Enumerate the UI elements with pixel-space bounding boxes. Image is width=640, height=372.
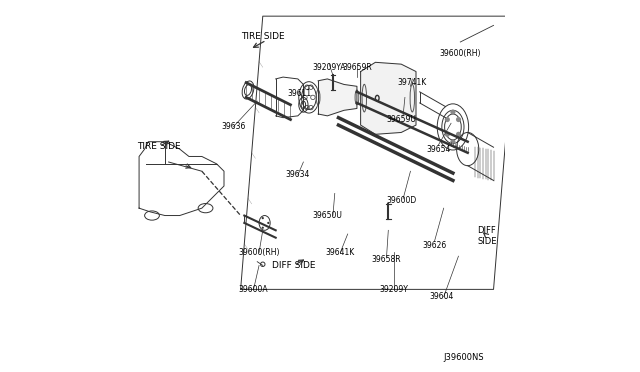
Text: 39650U: 39650U xyxy=(312,211,342,220)
Text: 39600D: 39600D xyxy=(386,196,417,205)
Text: 39600A: 39600A xyxy=(239,285,268,294)
Text: 39600(RH): 39600(RH) xyxy=(238,248,280,257)
Circle shape xyxy=(268,222,269,224)
Text: 39641K: 39641K xyxy=(326,248,355,257)
Circle shape xyxy=(456,117,461,122)
Text: 39741K: 39741K xyxy=(397,78,427,87)
Circle shape xyxy=(451,139,456,144)
Text: TIRE SIDE: TIRE SIDE xyxy=(138,142,181,151)
Text: 39636: 39636 xyxy=(221,122,245,131)
Text: 39658R: 39658R xyxy=(372,255,401,264)
Text: 39209Y: 39209Y xyxy=(380,285,408,294)
Text: 39604: 39604 xyxy=(429,292,454,301)
Circle shape xyxy=(456,132,461,137)
Text: 39626: 39626 xyxy=(422,241,447,250)
Text: 39659R: 39659R xyxy=(342,63,372,72)
Text: 39209YA: 39209YA xyxy=(312,63,346,72)
Text: 39600(RH): 39600(RH) xyxy=(440,49,481,58)
Polygon shape xyxy=(360,62,416,134)
Text: 39634: 39634 xyxy=(285,170,310,179)
Text: DIFF SIDE: DIFF SIDE xyxy=(273,261,316,270)
Text: DIFF
SIDE: DIFF SIDE xyxy=(477,226,497,246)
Text: TIRE SIDE: TIRE SIDE xyxy=(241,32,285,41)
Text: J39600NS: J39600NS xyxy=(444,353,484,362)
Polygon shape xyxy=(318,79,357,116)
Circle shape xyxy=(262,217,264,219)
Circle shape xyxy=(262,227,264,229)
Text: 39654: 39654 xyxy=(426,145,451,154)
Circle shape xyxy=(445,117,450,122)
Circle shape xyxy=(451,110,456,115)
Text: 39611: 39611 xyxy=(287,89,312,98)
Circle shape xyxy=(445,132,450,137)
Text: 39659U: 39659U xyxy=(387,115,416,124)
